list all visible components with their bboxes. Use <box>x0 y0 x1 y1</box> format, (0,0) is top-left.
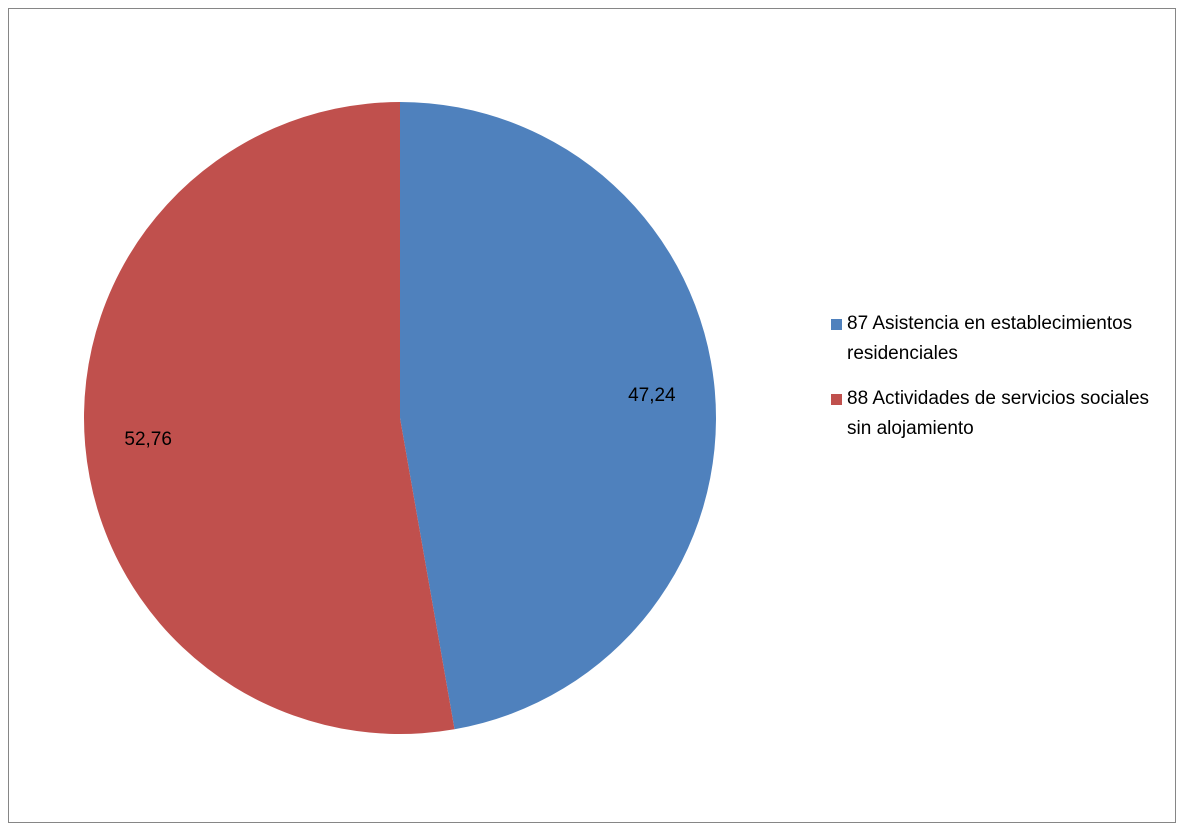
legend-item-88: 88 Actividades de servicios sociales sin… <box>831 384 1171 444</box>
data-label-87: 47,24 <box>628 385 676 406</box>
data-label-88: 52,76 <box>124 429 172 450</box>
legend: 87 Asistencia en establecimientos reside… <box>831 309 1171 459</box>
chart-area: 47,24 52,76 87 Asistencia en establecimie… <box>8 8 1176 823</box>
legend-label-88: 88 Actividades de servicios sociales sin… <box>847 388 1149 439</box>
legend-item-87: 87 Asistencia en establecimientos reside… <box>831 309 1171 369</box>
legend-label-87: 87 Asistencia en establecimientos reside… <box>847 313 1132 364</box>
legend-swatch-87 <box>831 319 842 330</box>
pie-slice-87 <box>400 102 716 729</box>
legend-swatch-88 <box>831 394 842 405</box>
pie-slice-88 <box>84 102 455 734</box>
